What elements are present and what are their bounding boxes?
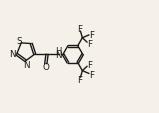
- Text: F: F: [77, 76, 82, 85]
- Text: F: F: [87, 40, 92, 49]
- Text: N: N: [55, 51, 62, 60]
- Text: F: F: [89, 30, 94, 39]
- Text: F: F: [89, 70, 94, 79]
- Text: O: O: [42, 62, 49, 71]
- Text: H: H: [55, 47, 62, 56]
- Text: F: F: [87, 61, 92, 69]
- Text: S: S: [17, 36, 22, 45]
- Text: N: N: [23, 60, 29, 69]
- Text: N: N: [9, 50, 15, 59]
- Text: F: F: [77, 25, 82, 34]
